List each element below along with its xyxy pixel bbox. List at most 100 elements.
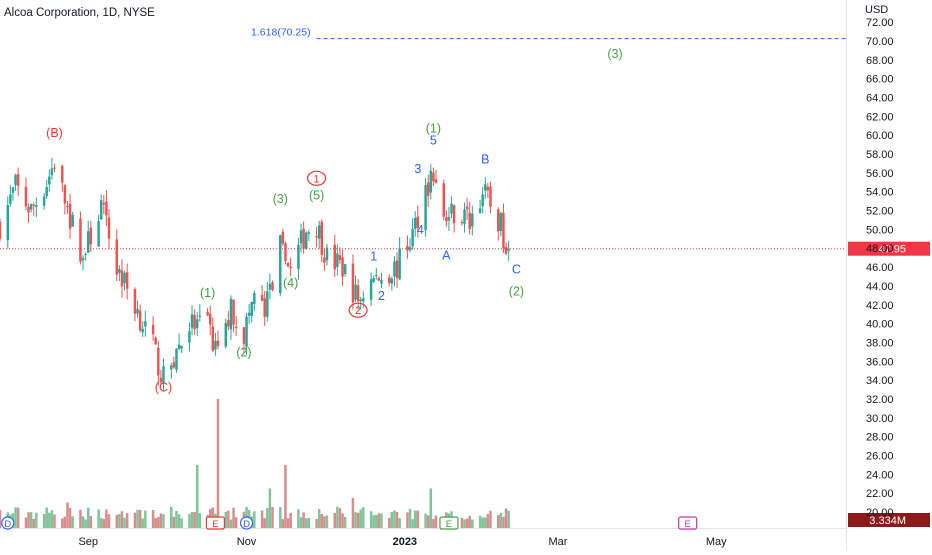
candle[interactable]	[48, 169, 51, 192]
candle[interactable]	[390, 276, 394, 291]
candle-body[interactable]	[398, 248, 401, 280]
candle-body[interactable]	[338, 255, 342, 261]
candle-body[interactable]	[333, 244, 336, 270]
candle[interactable]	[279, 234, 282, 297]
candle-body[interactable]	[447, 217, 451, 221]
candle-body[interactable]	[279, 235, 282, 294]
candle-body[interactable]	[341, 257, 344, 277]
candle-body[interactable]	[9, 194, 12, 204]
candle-body[interactable]	[53, 167, 56, 169]
candle[interactable]	[79, 211, 82, 265]
candle[interactable]	[11, 186, 15, 201]
candle[interactable]	[445, 210, 448, 228]
candle-body[interactable]	[66, 206, 69, 208]
candle[interactable]	[354, 275, 357, 303]
candle-body[interactable]	[468, 212, 471, 229]
candle[interactable]	[61, 164, 64, 192]
candle-body[interactable]	[79, 218, 82, 262]
candle-body[interactable]	[315, 236, 318, 238]
candle[interactable]	[333, 234, 336, 278]
candle[interactable]	[502, 203, 505, 254]
candle[interactable]	[125, 263, 129, 300]
candle[interactable]	[6, 196, 10, 249]
candle[interactable]	[336, 244, 339, 276]
candle[interactable]	[115, 229, 119, 281]
candle[interactable]	[170, 362, 173, 379]
candle-body[interactable]	[32, 204, 35, 206]
candle-body[interactable]	[227, 320, 230, 327]
candle-body[interactable]	[302, 228, 305, 249]
candle[interactable]	[68, 193, 72, 239]
candle-body[interactable]	[307, 232, 311, 234]
candle-body[interactable]	[388, 277, 391, 284]
candle-body[interactable]	[450, 203, 453, 214]
candle[interactable]	[190, 305, 194, 336]
candle-body[interactable]	[390, 278, 394, 284]
candle-body[interactable]	[356, 285, 360, 302]
candle-body[interactable]	[216, 340, 220, 347]
candle[interactable]	[424, 177, 427, 237]
candle-body[interactable]	[463, 209, 466, 225]
candles[interactable]	[0, 157, 510, 392]
candle[interactable]	[16, 167, 20, 196]
candle-body[interactable]	[151, 324, 155, 335]
candle-body[interactable]	[271, 282, 274, 290]
candle-body[interactable]	[102, 202, 106, 205]
candle[interactable]	[499, 211, 503, 237]
candle[interactable]	[377, 276, 381, 282]
candle-body[interactable]	[504, 247, 508, 254]
candle[interactable]	[99, 194, 103, 220]
candle[interactable]	[214, 332, 217, 356]
candle-body[interactable]	[87, 231, 90, 253]
candle-body[interactable]	[115, 239, 119, 275]
candle[interactable]	[463, 202, 466, 233]
candle[interactable]	[304, 231, 308, 250]
candle[interactable]	[35, 197, 38, 218]
candle[interactable]	[341, 250, 344, 286]
candle[interactable]	[123, 270, 126, 291]
candle-body[interactable]	[180, 345, 183, 349]
candle[interactable]	[325, 243, 329, 266]
candle[interactable]	[66, 200, 69, 214]
candle-body[interactable]	[89, 227, 93, 245]
candle-body[interactable]	[489, 186, 492, 207]
candle[interactable]	[284, 241, 287, 265]
candle[interactable]	[229, 295, 233, 340]
candle[interactable]	[81, 255, 85, 271]
candle[interactable]	[107, 209, 111, 249]
candle[interactable]	[507, 240, 510, 261]
candle[interactable]	[484, 177, 487, 199]
candle[interactable]	[395, 252, 399, 288]
candle-body[interactable]	[24, 186, 28, 207]
candle[interactable]	[193, 309, 196, 335]
candle-body[interactable]	[14, 175, 17, 186]
candle-body[interactable]	[442, 183, 445, 217]
candle-body[interactable]	[71, 214, 74, 227]
candle[interactable]	[266, 282, 269, 322]
candle-body[interactable]	[351, 263, 355, 303]
candle-body[interactable]	[84, 253, 87, 255]
candle[interactable]	[372, 275, 375, 284]
candle[interactable]	[245, 312, 248, 355]
candle[interactable]	[323, 248, 326, 272]
candle-body[interactable]	[304, 232, 308, 249]
candle[interactable]	[211, 317, 215, 352]
candle-body[interactable]	[208, 313, 212, 325]
candle[interactable]	[369, 272, 373, 307]
candle-body[interactable]	[123, 272, 126, 284]
candle-body[interactable]	[486, 186, 490, 191]
candle-body[interactable]	[369, 279, 373, 300]
candle-body[interactable]	[416, 216, 420, 229]
candle[interactable]	[84, 252, 87, 261]
candle[interactable]	[406, 235, 409, 259]
candle[interactable]	[97, 214, 100, 248]
candle-body[interactable]	[266, 291, 269, 317]
candle-body[interactable]	[214, 341, 217, 350]
candle-body[interactable]	[11, 187, 15, 193]
candle[interactable]	[351, 254, 355, 310]
candle-body[interactable]	[281, 231, 285, 244]
candle-body[interactable]	[175, 348, 178, 370]
candle[interactable]	[157, 340, 160, 387]
candle-body[interactable]	[0, 221, 2, 239]
